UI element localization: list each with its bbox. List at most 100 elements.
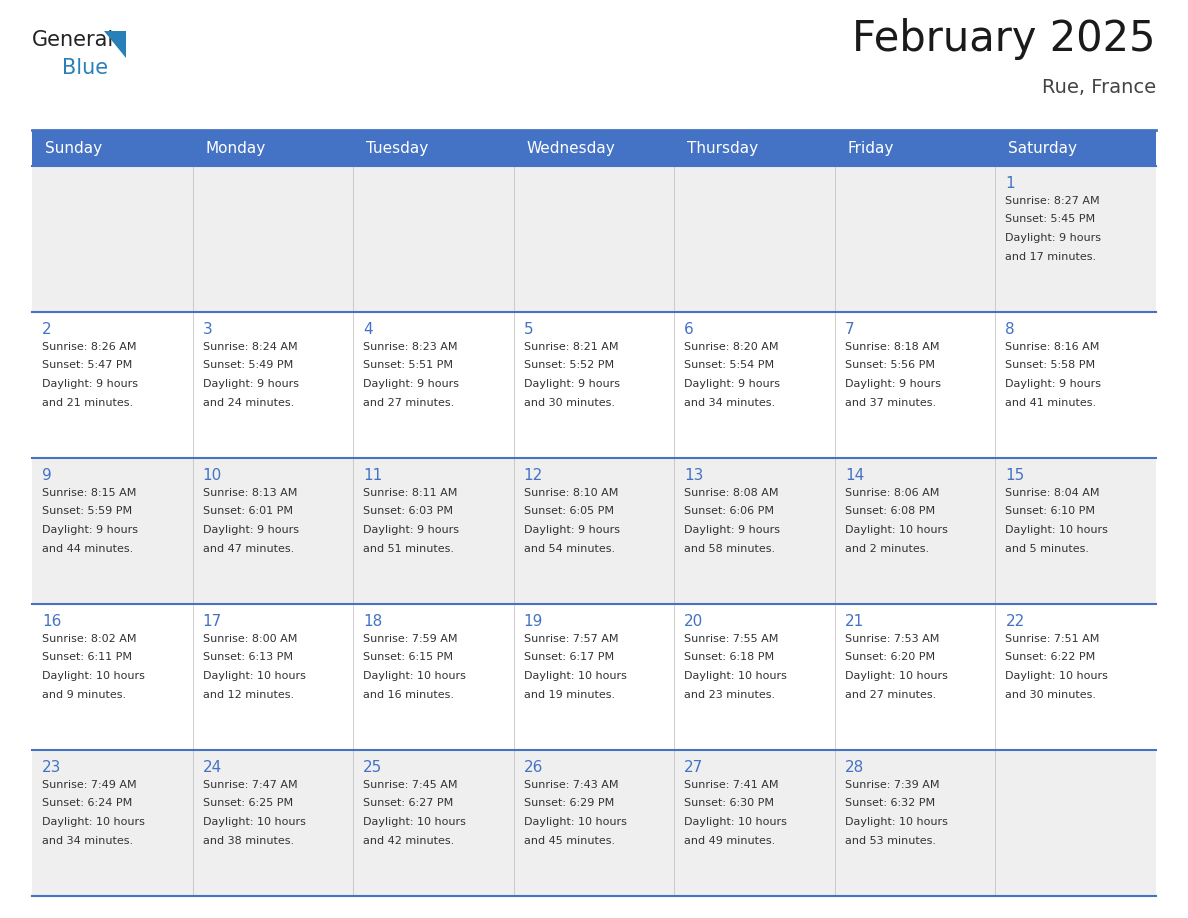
Text: Sunrise: 8:24 AM: Sunrise: 8:24 AM (203, 342, 297, 352)
Text: and 27 minutes.: and 27 minutes. (364, 397, 454, 408)
Text: and 49 minutes.: and 49 minutes. (684, 835, 776, 845)
Text: 16: 16 (42, 614, 62, 629)
Text: and 44 minutes.: and 44 minutes. (42, 543, 133, 554)
Text: Sunset: 6:01 PM: Sunset: 6:01 PM (203, 507, 292, 517)
Text: 21: 21 (845, 614, 864, 629)
Text: Monday: Monday (206, 140, 266, 155)
Text: and 2 minutes.: and 2 minutes. (845, 543, 929, 554)
Bar (32, 166, 1156, 312)
Text: Sunrise: 7:49 AM: Sunrise: 7:49 AM (42, 780, 137, 790)
Text: 15: 15 (1005, 468, 1025, 483)
Text: Sunset: 6:29 PM: Sunset: 6:29 PM (524, 799, 614, 809)
Text: Sunset: 5:47 PM: Sunset: 5:47 PM (42, 361, 132, 371)
Text: Sunrise: 7:47 AM: Sunrise: 7:47 AM (203, 780, 297, 790)
Text: and 30 minutes.: and 30 minutes. (1005, 689, 1097, 700)
Text: and 34 minutes.: and 34 minutes. (684, 397, 776, 408)
Text: Daylight: 9 hours: Daylight: 9 hours (524, 525, 620, 535)
Text: Sunday: Sunday (45, 140, 102, 155)
Text: Daylight: 10 hours: Daylight: 10 hours (524, 671, 626, 681)
Text: 17: 17 (203, 614, 222, 629)
Text: 8: 8 (1005, 322, 1015, 337)
Text: Sunset: 6:15 PM: Sunset: 6:15 PM (364, 653, 453, 663)
Text: Daylight: 10 hours: Daylight: 10 hours (203, 817, 305, 827)
Text: Sunrise: 8:27 AM: Sunrise: 8:27 AM (1005, 196, 1100, 206)
Text: Sunset: 5:59 PM: Sunset: 5:59 PM (42, 507, 132, 517)
Text: Sunset: 5:45 PM: Sunset: 5:45 PM (1005, 215, 1095, 225)
Text: Daylight: 9 hours: Daylight: 9 hours (684, 525, 781, 535)
Text: Sunset: 6:10 PM: Sunset: 6:10 PM (1005, 507, 1095, 517)
Text: and 5 minutes.: and 5 minutes. (1005, 543, 1089, 554)
Text: Sunset: 5:49 PM: Sunset: 5:49 PM (203, 361, 292, 371)
Text: 4: 4 (364, 322, 373, 337)
Text: Daylight: 10 hours: Daylight: 10 hours (684, 817, 788, 827)
Text: Sunrise: 7:59 AM: Sunrise: 7:59 AM (364, 634, 457, 644)
Text: Daylight: 9 hours: Daylight: 9 hours (203, 525, 298, 535)
Text: Friday: Friday (848, 140, 895, 155)
Text: Sunrise: 8:02 AM: Sunrise: 8:02 AM (42, 634, 137, 644)
Text: Sunset: 5:54 PM: Sunset: 5:54 PM (684, 361, 775, 371)
Text: Sunset: 5:51 PM: Sunset: 5:51 PM (364, 361, 453, 371)
Text: Tuesday: Tuesday (366, 140, 429, 155)
Text: Daylight: 9 hours: Daylight: 9 hours (1005, 379, 1101, 389)
Text: Daylight: 9 hours: Daylight: 9 hours (42, 525, 138, 535)
Text: and 17 minutes.: and 17 minutes. (1005, 252, 1097, 262)
Text: Sunrise: 7:57 AM: Sunrise: 7:57 AM (524, 634, 618, 644)
Text: Daylight: 9 hours: Daylight: 9 hours (364, 379, 459, 389)
Text: Sunrise: 7:55 AM: Sunrise: 7:55 AM (684, 634, 778, 644)
Text: 12: 12 (524, 468, 543, 483)
Text: and 34 minutes.: and 34 minutes. (42, 835, 133, 845)
Text: General: General (32, 30, 114, 50)
Text: Daylight: 9 hours: Daylight: 9 hours (684, 379, 781, 389)
Text: Rue, France: Rue, France (1042, 78, 1156, 97)
Text: 18: 18 (364, 614, 383, 629)
Text: Daylight: 10 hours: Daylight: 10 hours (845, 671, 948, 681)
Text: and 24 minutes.: and 24 minutes. (203, 397, 293, 408)
Text: Saturday: Saturday (1009, 140, 1078, 155)
Text: Sunset: 6:18 PM: Sunset: 6:18 PM (684, 653, 775, 663)
Text: Daylight: 9 hours: Daylight: 9 hours (203, 379, 298, 389)
Bar (32, 458, 1156, 604)
Text: Daylight: 10 hours: Daylight: 10 hours (524, 817, 626, 827)
Text: Sunrise: 8:13 AM: Sunrise: 8:13 AM (203, 488, 297, 498)
Text: 25: 25 (364, 760, 383, 775)
Bar (32, 312, 1156, 458)
Text: Daylight: 10 hours: Daylight: 10 hours (1005, 525, 1108, 535)
Text: Sunrise: 7:53 AM: Sunrise: 7:53 AM (845, 634, 940, 644)
Text: Thursday: Thursday (688, 140, 758, 155)
Text: and 27 minutes.: and 27 minutes. (845, 689, 936, 700)
Text: 9: 9 (42, 468, 52, 483)
Text: Sunrise: 8:16 AM: Sunrise: 8:16 AM (1005, 342, 1100, 352)
Text: Sunset: 6:03 PM: Sunset: 6:03 PM (364, 507, 453, 517)
Text: Sunrise: 7:51 AM: Sunrise: 7:51 AM (1005, 634, 1100, 644)
Text: Sunrise: 7:41 AM: Sunrise: 7:41 AM (684, 780, 779, 790)
Text: and 30 minutes.: and 30 minutes. (524, 397, 614, 408)
Text: Daylight: 10 hours: Daylight: 10 hours (1005, 671, 1108, 681)
Text: Wednesday: Wednesday (526, 140, 615, 155)
Text: 6: 6 (684, 322, 694, 337)
Text: Sunrise: 8:08 AM: Sunrise: 8:08 AM (684, 488, 779, 498)
Text: Sunset: 6:32 PM: Sunset: 6:32 PM (845, 799, 935, 809)
Text: and 9 minutes.: and 9 minutes. (42, 689, 126, 700)
Text: and 45 minutes.: and 45 minutes. (524, 835, 615, 845)
Text: 24: 24 (203, 760, 222, 775)
Text: Daylight: 10 hours: Daylight: 10 hours (845, 525, 948, 535)
Bar (32, 130, 1156, 166)
Text: Sunrise: 8:00 AM: Sunrise: 8:00 AM (203, 634, 297, 644)
Text: Daylight: 9 hours: Daylight: 9 hours (1005, 233, 1101, 243)
Text: Sunrise: 8:23 AM: Sunrise: 8:23 AM (364, 342, 457, 352)
Text: and 51 minutes.: and 51 minutes. (364, 543, 454, 554)
Text: and 47 minutes.: and 47 minutes. (203, 543, 293, 554)
Text: Sunset: 6:24 PM: Sunset: 6:24 PM (42, 799, 132, 809)
Text: Sunset: 6:08 PM: Sunset: 6:08 PM (845, 507, 935, 517)
Text: 7: 7 (845, 322, 854, 337)
Text: Sunrise: 7:43 AM: Sunrise: 7:43 AM (524, 780, 618, 790)
Text: Daylight: 10 hours: Daylight: 10 hours (42, 817, 145, 827)
Text: Sunset: 6:22 PM: Sunset: 6:22 PM (1005, 653, 1095, 663)
Text: Daylight: 10 hours: Daylight: 10 hours (684, 671, 788, 681)
Text: Sunset: 5:58 PM: Sunset: 5:58 PM (1005, 361, 1095, 371)
Text: and 38 minutes.: and 38 minutes. (203, 835, 293, 845)
Text: Daylight: 9 hours: Daylight: 9 hours (364, 525, 459, 535)
Text: Sunrise: 8:26 AM: Sunrise: 8:26 AM (42, 342, 137, 352)
Text: Sunrise: 8:10 AM: Sunrise: 8:10 AM (524, 488, 618, 498)
Text: 2: 2 (42, 322, 51, 337)
